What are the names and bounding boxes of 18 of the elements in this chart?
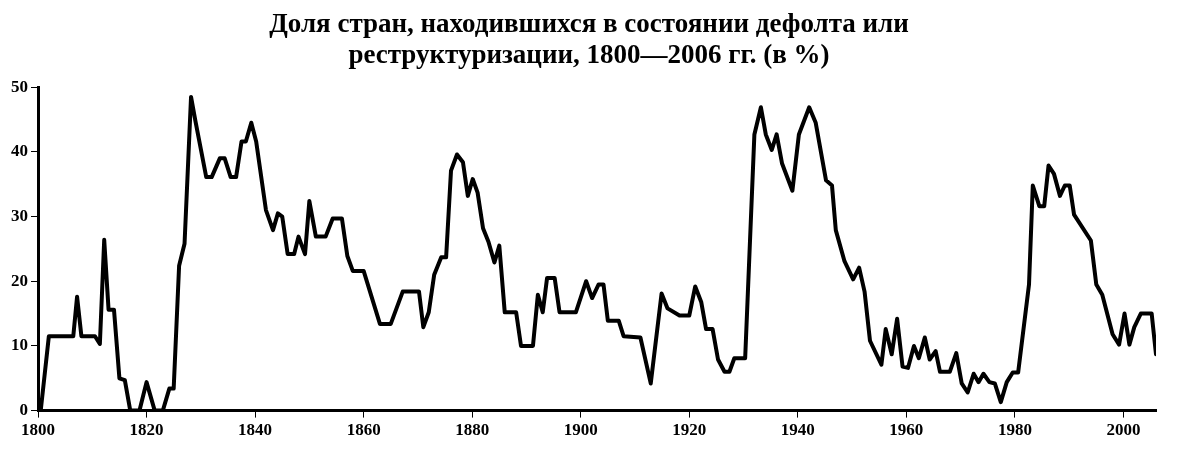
y-tick-label: 40 — [11, 141, 28, 161]
x-tick-label: 1800 — [21, 420, 55, 440]
x-tick-label: 1940 — [780, 420, 815, 440]
x-tick-label: 1880 — [455, 420, 490, 440]
y-tick-label: 50 — [11, 76, 28, 96]
x-tick-label: 1820 — [129, 420, 164, 440]
x-tick-label: 2000 — [1106, 420, 1141, 440]
x-tick-label: 1980 — [997, 420, 1032, 440]
y-tick-label: 30 — [11, 205, 28, 225]
y-tick-label: 10 — [11, 335, 28, 355]
x-tick-label: 1840 — [238, 420, 273, 440]
y-tick-label: 0 — [19, 399, 28, 419]
y-tick-label: 20 — [11, 270, 28, 290]
x-tick-label: 1920 — [672, 420, 707, 440]
x-tick-label: 1900 — [563, 420, 598, 440]
x-tick-label: 1860 — [346, 420, 381, 440]
x-tick-label: 1960 — [889, 420, 924, 440]
chart-title: Доля стран, находившихся в состоянии дефолта или реструктуризации, 1800—2006 гг. (в %) — [268, 8, 910, 70]
